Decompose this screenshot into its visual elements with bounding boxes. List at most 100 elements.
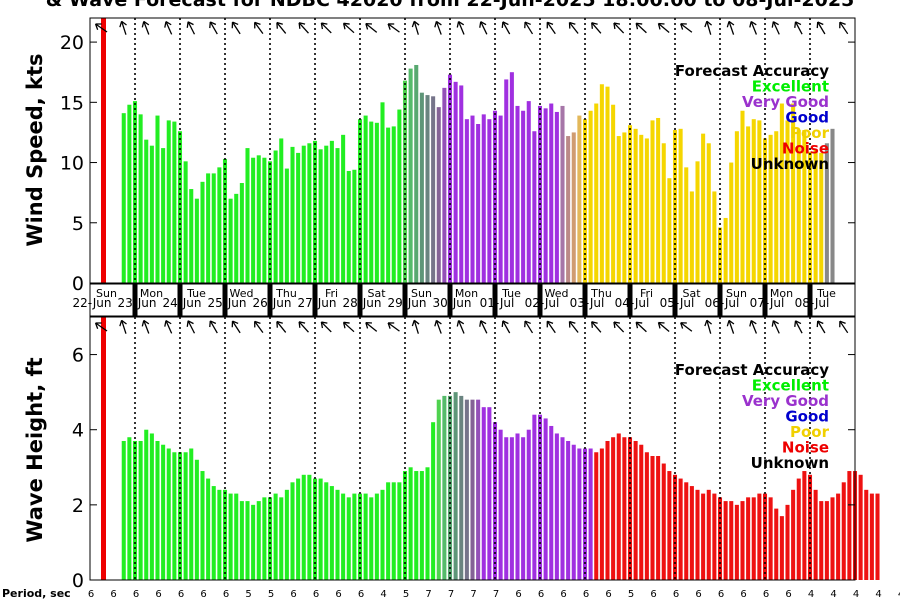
direction-arrow [186, 21, 196, 35]
y-tick-label: 15 [60, 92, 84, 114]
bar [757, 120, 762, 283]
bar [183, 161, 188, 283]
bar [296, 478, 301, 580]
bar [245, 501, 250, 580]
bar [132, 440, 138, 580]
bar [436, 107, 441, 283]
bar [706, 143, 711, 283]
bar [290, 146, 295, 283]
period-value: 5 [628, 589, 634, 600]
bar [566, 440, 571, 580]
bar [386, 482, 391, 580]
bar [819, 152, 824, 283]
bar [453, 81, 458, 283]
bar [549, 425, 554, 580]
bar [459, 85, 464, 283]
bar [723, 501, 728, 580]
legend-title: Forecast Accuracy [675, 361, 829, 379]
bar [644, 452, 649, 580]
bar [571, 444, 576, 580]
period-value: 4 [898, 589, 900, 600]
day-divider [132, 284, 138, 316]
bar [746, 497, 751, 580]
y-tick-label: 6 [72, 345, 84, 367]
bar [695, 489, 700, 580]
legend-item: Very Good [742, 392, 829, 410]
period-value: 6 [88, 589, 94, 600]
direction-arrow [365, 22, 378, 33]
period-row: Period, sec 6 6 6 6 6 6 6 5 5 6 6 6 6 4 5 7 7 7 7 6 6 6 6 6 5 6 6 6… [2, 587, 900, 600]
bar [470, 399, 475, 580]
bar [599, 448, 604, 580]
bar [515, 105, 520, 284]
bar [386, 127, 391, 283]
figure-title: & Wave Forecast for NDBC 42020 from 22-J… [46, 0, 855, 11]
bar [144, 139, 149, 283]
bar [543, 418, 548, 580]
period-value: 7 [470, 589, 476, 600]
bar [307, 143, 312, 283]
period-value: 5 [245, 589, 251, 600]
bar [217, 167, 222, 283]
day-of-week-label: Sun [726, 287, 747, 300]
direction-arrow [231, 320, 241, 334]
period-value: 6 [605, 589, 611, 600]
direction-arrow [411, 20, 420, 35]
bar [560, 105, 565, 284]
bar [431, 422, 436, 580]
bar [476, 399, 481, 580]
period-value: 7 [493, 589, 499, 600]
direction-arrow [186, 320, 196, 334]
direction-arrow [680, 23, 693, 33]
direction-arrow [164, 320, 173, 334]
y-tick-label: 0 [72, 570, 84, 592]
plot-frame [89, 316, 856, 581]
direction-arrow [387, 23, 400, 33]
bar [577, 448, 582, 580]
bar [678, 128, 683, 283]
period-label: Period, sec [2, 587, 71, 600]
bar [239, 501, 244, 580]
bar [206, 173, 211, 283]
bar [560, 437, 565, 580]
period-value: 7 [425, 589, 431, 600]
direction-arrow [704, 20, 713, 35]
bar [498, 429, 503, 580]
day-divider [717, 284, 723, 316]
bar [526, 101, 531, 283]
bar [329, 140, 334, 283]
y-tick-label: 2 [72, 495, 84, 517]
direction-arrow [680, 322, 693, 332]
period-value: 4 [380, 589, 386, 600]
bar [824, 501, 829, 580]
period-value: 5 [268, 589, 274, 600]
direction-arrow [231, 21, 241, 35]
bar [667, 471, 672, 580]
day-of-week-label: Sat [367, 287, 386, 300]
wind-y-axis-label: Wind Speed, kts [23, 53, 47, 246]
bar [622, 437, 627, 580]
bar [341, 134, 346, 283]
bar [346, 497, 351, 580]
bar [397, 482, 402, 580]
bar [802, 471, 807, 580]
bar [504, 79, 509, 284]
bar [819, 501, 824, 580]
direction-arrow [839, 21, 849, 35]
bar [532, 131, 537, 283]
bar [267, 161, 273, 283]
day-divider [807, 284, 813, 316]
bar [442, 395, 447, 580]
bar [301, 145, 306, 283]
bar [779, 103, 784, 284]
day-divider [672, 284, 678, 316]
bar [251, 504, 256, 580]
day-of-week-label: Mon [455, 287, 478, 300]
bar [312, 140, 318, 283]
bar [554, 111, 559, 283]
day-of-week-label: Fri [325, 287, 338, 300]
bar [841, 482, 846, 580]
bar [290, 482, 295, 580]
direction-arrow [276, 21, 287, 34]
bar [155, 115, 160, 283]
